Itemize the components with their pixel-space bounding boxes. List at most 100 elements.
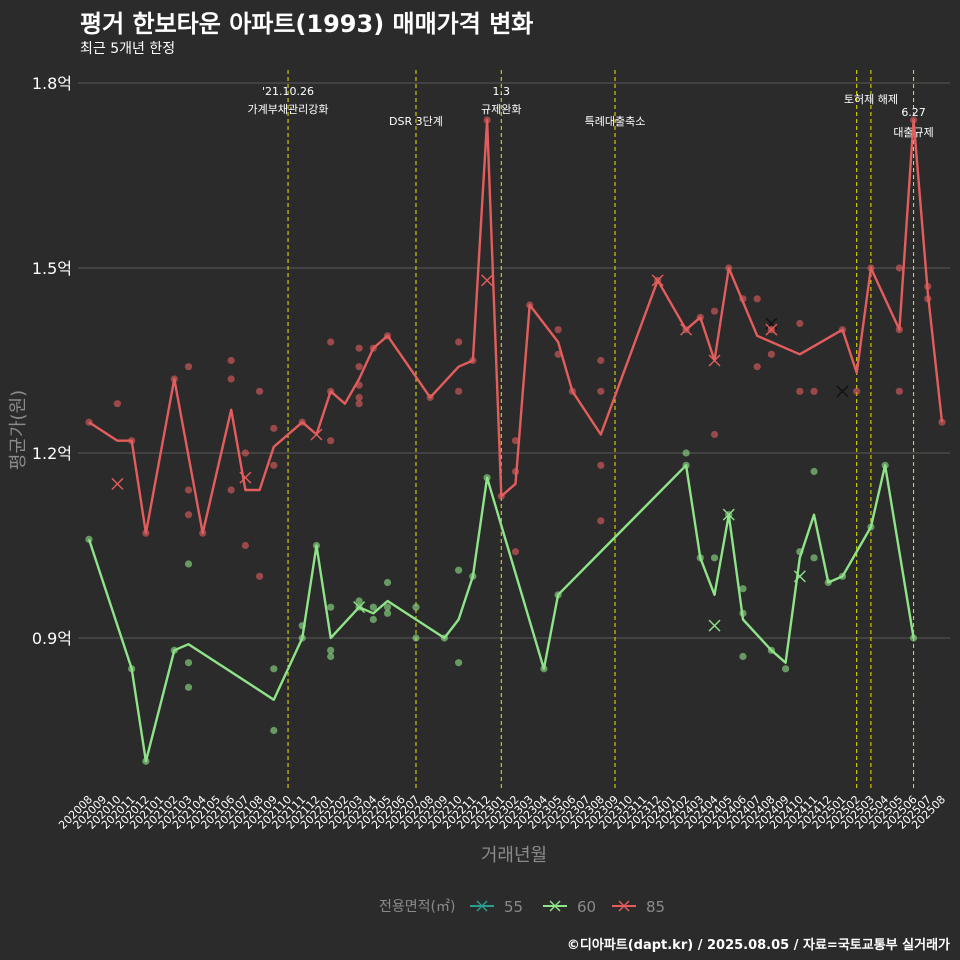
legend: 전용면적(㎡) 55 60 85 bbox=[379, 898, 665, 916]
cancelled-marker bbox=[765, 323, 778, 336]
event-label: 가계부채관리강화 bbox=[248, 103, 329, 116]
data-point bbox=[710, 554, 719, 562]
y-tick-label: 1.5억 bbox=[32, 259, 72, 278]
data-point bbox=[810, 387, 818, 395]
cross-stroke bbox=[481, 274, 494, 287]
data-point bbox=[184, 363, 193, 371]
cross-stroke bbox=[765, 323, 778, 336]
event-label: '21.10.26 bbox=[262, 85, 314, 98]
data-point bbox=[739, 585, 747, 593]
data-point bbox=[853, 387, 861, 395]
data-point bbox=[184, 659, 193, 667]
legend-label: 85 bbox=[646, 898, 665, 916]
data-point bbox=[767, 350, 776, 358]
data-point bbox=[184, 486, 193, 494]
series-line bbox=[88, 118, 944, 535]
data-point bbox=[355, 344, 363, 352]
cancelled-marker bbox=[310, 428, 323, 441]
legend-label: 55 bbox=[504, 898, 523, 916]
data-point bbox=[753, 363, 761, 371]
legend-item-60: 60 bbox=[543, 898, 596, 916]
data-point bbox=[753, 295, 761, 303]
event-label: 토허제 해제 bbox=[844, 92, 898, 106]
event-label: 6.27 bbox=[901, 106, 926, 119]
data-point bbox=[327, 603, 335, 611]
data-point bbox=[369, 603, 377, 611]
data-point bbox=[739, 652, 747, 661]
cancelled-marker bbox=[836, 385, 849, 398]
data-point bbox=[227, 375, 235, 383]
data-point bbox=[710, 307, 719, 315]
chart-subtitle: 최근 5개년 한정 bbox=[80, 41, 176, 57]
series-layer bbox=[85, 116, 946, 765]
legend-title: 전용면적(㎡) bbox=[379, 899, 455, 915]
data-point bbox=[184, 683, 193, 691]
legend-cross bbox=[476, 900, 488, 912]
legend-label: 60 bbox=[577, 898, 596, 916]
cancelled-marker bbox=[481, 274, 494, 287]
data-point bbox=[455, 338, 463, 346]
data-point bbox=[682, 449, 690, 457]
data-point bbox=[597, 387, 605, 395]
cross-stroke bbox=[708, 619, 721, 632]
x-axis-ticks: 2020082020092020102020112020122021012021… bbox=[56, 793, 948, 832]
legend-cross bbox=[618, 900, 630, 912]
cross-stroke bbox=[765, 317, 778, 330]
data-point bbox=[270, 665, 278, 673]
y-tick-label: 1.2억 bbox=[32, 444, 72, 463]
data-point bbox=[895, 387, 903, 395]
data-point bbox=[511, 548, 520, 556]
cancelled-marker bbox=[793, 570, 806, 583]
data-point bbox=[270, 726, 278, 735]
data-point bbox=[796, 319, 804, 328]
data-point bbox=[113, 400, 122, 408]
event-label: 특례대출축소 bbox=[585, 115, 646, 128]
data-point bbox=[412, 603, 420, 611]
data-point bbox=[554, 326, 562, 334]
y-axis-ticks: 0.9억 1.2억 1.5억 1.8억 bbox=[32, 74, 72, 648]
y-tick-label: 1.8억 bbox=[32, 74, 72, 93]
data-point bbox=[455, 387, 463, 395]
data-point bbox=[327, 646, 335, 654]
cross-stroke bbox=[708, 354, 721, 367]
event-label: 1.3 bbox=[493, 85, 511, 98]
cross-stroke bbox=[353, 601, 366, 614]
event-label: 규제완화 bbox=[481, 103, 521, 116]
data-point bbox=[412, 634, 420, 642]
data-point bbox=[810, 554, 818, 562]
cancelled-marker bbox=[708, 354, 721, 367]
data-point bbox=[810, 467, 818, 476]
chart-title: 평거 한보타운 아파트(1993) 매매가격 변화 bbox=[80, 10, 534, 38]
cross-stroke bbox=[651, 274, 664, 287]
data-point bbox=[511, 437, 520, 445]
cross-stroke bbox=[722, 508, 735, 521]
data-point bbox=[184, 560, 193, 568]
series-60 bbox=[85, 449, 918, 765]
data-point bbox=[383, 609, 392, 617]
data-point bbox=[355, 363, 363, 371]
data-point bbox=[369, 615, 377, 624]
data-point bbox=[184, 511, 193, 519]
data-point bbox=[270, 424, 278, 432]
data-point bbox=[782, 665, 790, 673]
y-tick-label: 0.9억 bbox=[32, 629, 72, 648]
data-point bbox=[383, 603, 392, 611]
data-point bbox=[895, 264, 903, 272]
source-caption: ©디아파트(dapt.kr) / 2025.08.05 / 자료=국토교통부 실… bbox=[566, 938, 950, 953]
data-point bbox=[455, 659, 463, 667]
event-label: DSR 3단계 bbox=[389, 115, 443, 128]
data-point bbox=[710, 430, 719, 439]
data-point bbox=[270, 461, 278, 469]
data-point bbox=[597, 461, 605, 469]
data-point bbox=[327, 437, 335, 445]
data-point bbox=[256, 572, 264, 580]
cancelled-marker bbox=[765, 317, 778, 330]
cancelled-marker bbox=[680, 323, 693, 336]
legend-cross bbox=[549, 900, 561, 912]
cancelled-marker bbox=[708, 619, 721, 632]
cancelled-marker bbox=[722, 508, 735, 521]
data-point bbox=[227, 486, 235, 494]
data-point bbox=[227, 356, 235, 365]
legend-item-85: 85 bbox=[612, 898, 665, 916]
data-point bbox=[355, 393, 363, 402]
